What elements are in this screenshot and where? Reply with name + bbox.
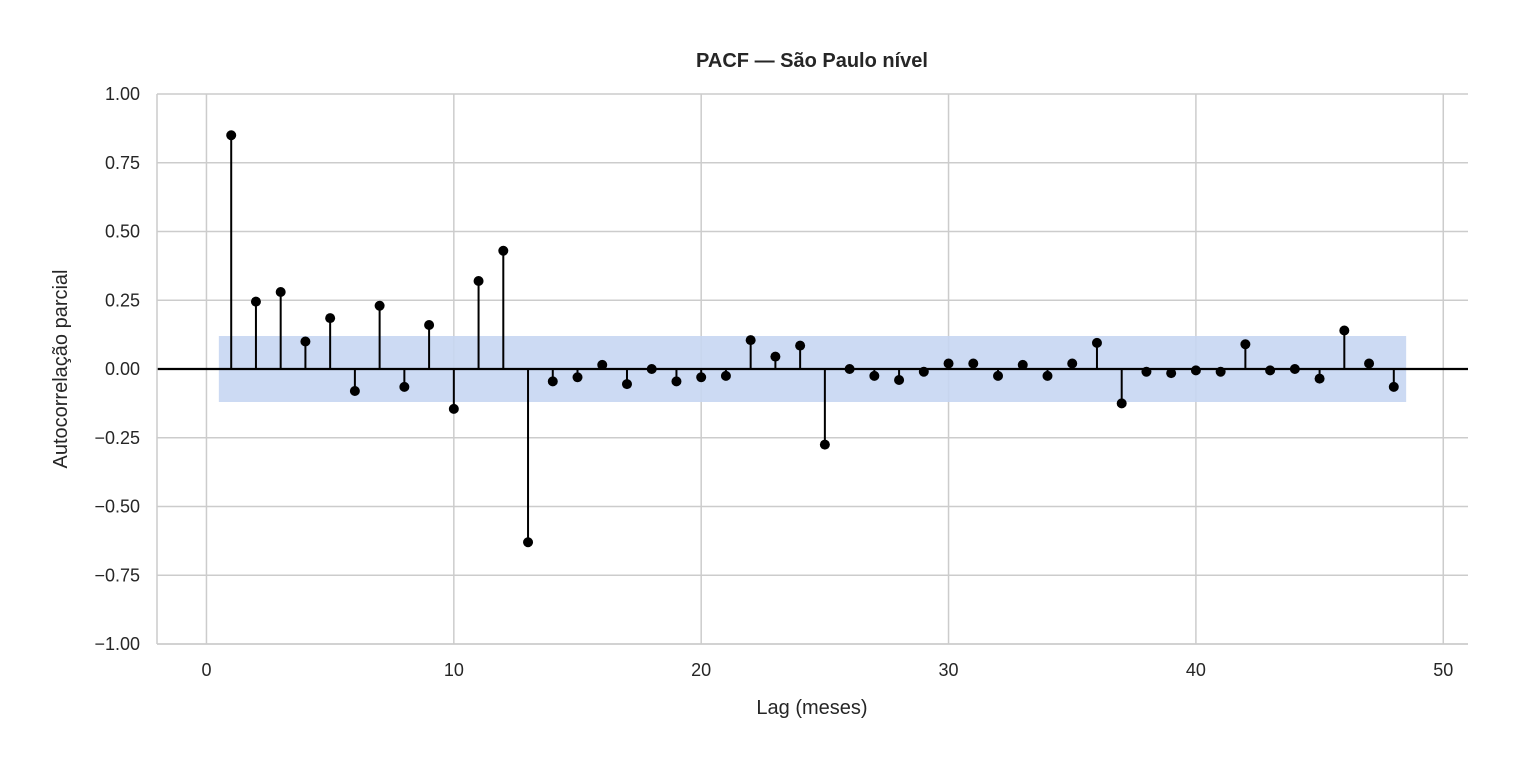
- y-tick-label: 0.00: [105, 359, 140, 379]
- stem-marker: [621, 379, 632, 390]
- y-tick-label: −0.25: [94, 428, 140, 448]
- stem-marker: [1190, 365, 1201, 376]
- y-tick-label: 0.75: [105, 153, 140, 173]
- stem-marker: [993, 370, 1004, 381]
- stem-marker: [1388, 381, 1399, 392]
- stem-marker: [523, 537, 534, 548]
- y-tick-label: 0.50: [105, 222, 140, 242]
- stem-marker: [226, 130, 237, 141]
- stem-marker: [300, 336, 311, 347]
- y-tick-label: −0.50: [94, 497, 140, 517]
- stem-marker: [968, 358, 979, 369]
- stem-marker: [1116, 398, 1127, 409]
- x-tick-label: 50: [1433, 660, 1453, 680]
- stem-marker: [1067, 358, 1078, 369]
- chart-title: PACF — São Paulo nível: [696, 50, 928, 72]
- y-tick-label: 0.25: [105, 290, 140, 310]
- stem-marker: [819, 439, 830, 450]
- x-tick-labels: 0 10 20 30 40 50: [201, 660, 1453, 680]
- stem-marker: [1042, 370, 1053, 381]
- stem-marker: [473, 276, 484, 286]
- stem-marker: [572, 372, 583, 383]
- x-tick-label: 0: [201, 660, 211, 680]
- stem-marker: [547, 376, 558, 387]
- x-tick-label: 10: [444, 660, 464, 680]
- stem-marker: [1364, 358, 1375, 369]
- stem-marker: [250, 296, 261, 307]
- stem-marker: [1339, 325, 1350, 336]
- x-tick-label: 20: [691, 660, 711, 680]
- stem-marker: [894, 375, 905, 385]
- stem-marker: [597, 359, 608, 370]
- stem-marker: [1314, 373, 1325, 384]
- stem-marker: [1215, 366, 1226, 377]
- stem-marker: [795, 340, 806, 351]
- stem-marker: [498, 245, 509, 256]
- stem-marker: [745, 335, 756, 346]
- stem-marker: [275, 287, 286, 297]
- stem-marker: [696, 372, 707, 383]
- stem-marker: [869, 370, 880, 381]
- stems-group: [226, 130, 1399, 548]
- stem-marker: [448, 403, 459, 414]
- stem-marker: [770, 351, 781, 362]
- y-tick-label: −1.00: [94, 634, 140, 654]
- y-tick-label: 1.00: [105, 84, 140, 104]
- axes-frame: [156, 94, 1468, 645]
- y-tick-labels: 1.00 0.75 0.50 0.25 0.00 −0.25 −0.50 −0.75 −1.00: [94, 84, 140, 654]
- stem-marker: [1240, 339, 1251, 350]
- stem-marker: [720, 370, 731, 381]
- stem-marker: [399, 381, 410, 392]
- stem-marker: [1289, 364, 1300, 374]
- stem-marker: [1166, 368, 1177, 379]
- x-tick-label: 30: [939, 660, 959, 680]
- stem-marker: [943, 358, 954, 369]
- stem-marker: [844, 364, 855, 374]
- stem-marker: [1141, 366, 1152, 377]
- stem-marker: [1265, 365, 1276, 376]
- stem-marker: [671, 376, 682, 387]
- y-axis-label: Autocorrelação parcial: [50, 270, 72, 469]
- stem-marker: [349, 386, 360, 396]
- stem-marker: [325, 313, 336, 324]
- stem-marker: [1091, 337, 1102, 348]
- stem-marker: [646, 364, 657, 374]
- stem-marker: [424, 320, 435, 330]
- x-axis-label: Lag (meses): [756, 697, 867, 719]
- stem-marker: [1017, 359, 1028, 370]
- x-tick-label: 40: [1186, 660, 1206, 680]
- stem-marker: [374, 300, 385, 311]
- y-tick-label: −0.75: [94, 565, 140, 585]
- stem-marker: [918, 366, 929, 377]
